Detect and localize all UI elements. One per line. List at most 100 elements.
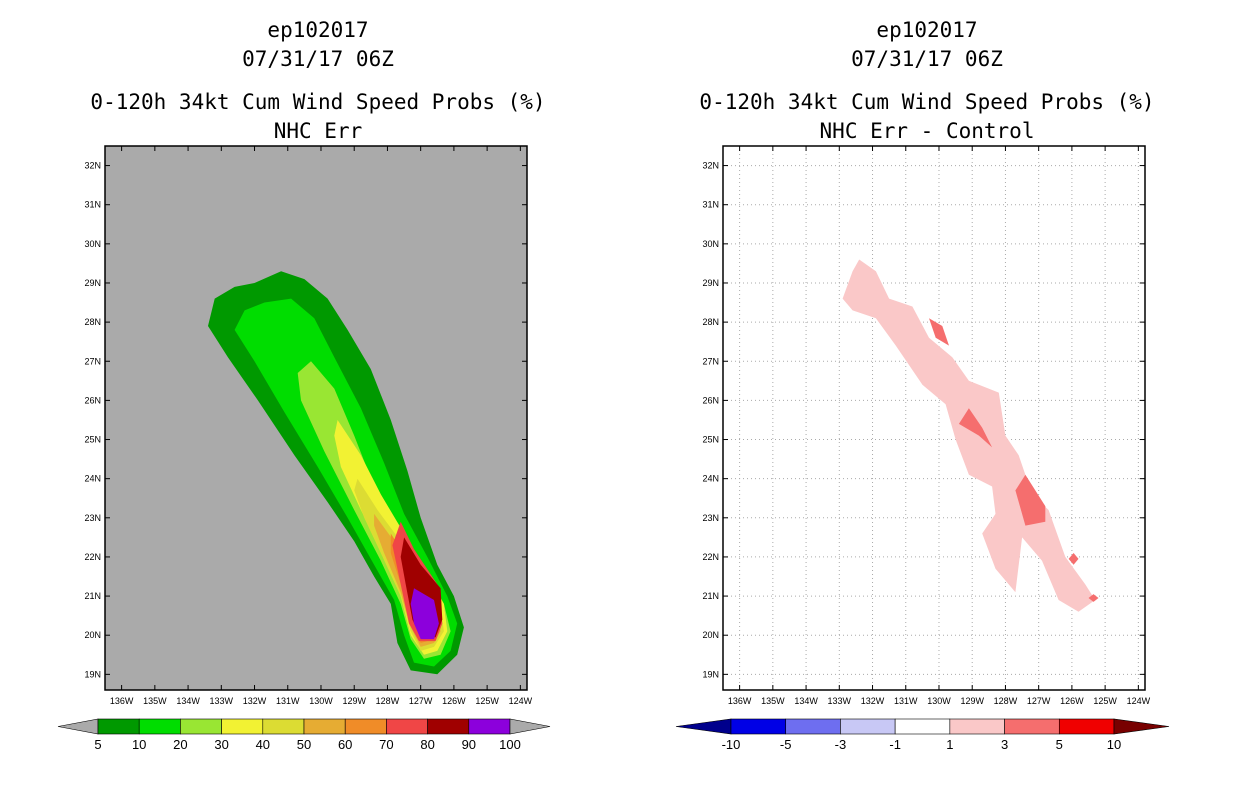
colorbar-1: 5 10 20 30 40 50 60 70 80 90 100 <box>57 718 551 752</box>
x-tick-label: 125W <box>475 696 499 706</box>
colorbar-swatch <box>949 718 1005 735</box>
colorbar-2: -10 -5 -3 -1 1 3 5 10 <box>675 718 1170 752</box>
x-tick-label: 126W <box>1060 696 1084 706</box>
y-tick-label: 23N <box>702 513 719 523</box>
y-tick-label: 29N <box>84 278 101 288</box>
x-tick-label: 127W <box>409 696 433 706</box>
colorbar-swatch <box>1004 718 1060 735</box>
contour-3 <box>1088 594 1099 602</box>
colorbar-low-arrow <box>675 718 732 735</box>
right-storm-id: ep102017 <box>876 18 978 42</box>
colorbar-swatch <box>138 718 181 735</box>
contour-3 <box>1068 553 1079 565</box>
colorbar-swatch <box>303 718 346 735</box>
colorbar-label: -5 <box>780 737 792 752</box>
y-tick-label: 26N <box>702 395 719 405</box>
x-tick-label: 125W <box>1093 696 1117 706</box>
y-tick-label: 21N <box>702 591 719 601</box>
colorbar-swatch <box>97 718 140 735</box>
y-tick-label: 27N <box>702 356 719 366</box>
colorbar-swatch <box>730 718 787 735</box>
colorbar-low-arrow <box>57 718 99 735</box>
colorbar-swatch <box>894 718 951 735</box>
y-tick-label: 30N <box>702 239 719 249</box>
colorbar-label: 90 <box>462 737 476 752</box>
x-tick-label: 134W <box>176 696 200 706</box>
colorbar-high-arrow <box>509 718 551 735</box>
y-tick-label: 24N <box>702 474 719 484</box>
right-product-title: 0-120h 34kt Cum Wind Speed Probs (%) <box>699 90 1155 114</box>
x-tick-label: 136W <box>110 696 134 706</box>
y-tick-label: 22N <box>84 552 101 562</box>
x-tick-label: 126W <box>442 696 466 706</box>
colorbar-label: 70 <box>379 737 393 752</box>
contour-group <box>208 271 464 675</box>
colorbar-high-arrow <box>1113 718 1170 735</box>
x-tick-label: 132W <box>243 696 267 706</box>
y-tick-label: 21N <box>84 591 101 601</box>
y-tick-label: 29N <box>702 278 719 288</box>
colorbar-label: 10 <box>1107 737 1121 752</box>
colorbar-swatch <box>262 718 305 735</box>
x-tick-label: 133W <box>828 696 852 706</box>
x-tick-label: 128W <box>376 696 400 706</box>
left-subtitle: NHC Err <box>273 119 363 143</box>
colorbar-swatch <box>180 718 222 735</box>
y-tick-label: 22N <box>702 552 719 562</box>
left-storm-id: ep102017 <box>267 18 369 42</box>
x-tick-label: 124W <box>1127 696 1151 706</box>
map-panel-2: 136W 135W 134W 133W 132W 131W 130W 129W 128W 127W… <box>702 145 1151 706</box>
x-tick-label: 127W <box>1027 696 1051 706</box>
plot-frame <box>104 145 528 691</box>
x-tick-label: 134W <box>794 696 818 706</box>
y-tick-label: 25N <box>702 435 719 445</box>
colorbar-label: 100 <box>499 737 521 752</box>
colorbar-label: 20 <box>173 737 187 752</box>
left-product-title: 0-120h 34kt Cum Wind Speed Probs (%) <box>90 90 546 114</box>
x-tick-label: 133W <box>210 696 234 706</box>
y-tick-label: 27N <box>84 356 101 366</box>
colorbar-swatch <box>1058 718 1115 735</box>
y-tick-label: 31N <box>84 200 101 210</box>
left-datetime: 07/31/17 06Z <box>242 47 394 71</box>
contour-group <box>842 259 1099 612</box>
y-tick-label: 23N <box>84 513 101 523</box>
y-tick-label: 20N <box>84 630 101 640</box>
colorbar-label: -1 <box>889 737 901 752</box>
right-datetime: 07/31/17 06Z <box>851 47 1003 71</box>
y-tick-label: 28N <box>702 317 719 327</box>
y-tick-label: 32N <box>702 161 719 171</box>
x-tick-label: 132W <box>861 696 885 706</box>
x-tick-label: 124W <box>509 696 533 706</box>
colorbar-swatch <box>468 718 511 735</box>
y-tick-label: 19N <box>702 669 719 679</box>
x-tick-label: 130W <box>927 696 951 706</box>
y-tick-label: 30N <box>84 239 101 249</box>
x-tick-label: 135W <box>761 696 785 706</box>
right-subtitle: NHC Err - Control <box>819 119 1035 143</box>
colorbar-label: 5 <box>94 737 101 752</box>
x-tick-label: 131W <box>276 696 300 706</box>
y-tick-label: 25N <box>84 435 101 445</box>
colorbar-swatch <box>386 718 428 735</box>
x-tick-label: 129W <box>342 696 366 706</box>
x-tick-label: 131W <box>894 696 918 706</box>
colorbar-label: 30 <box>214 737 228 752</box>
colorbar-label: 3 <box>1001 737 1008 752</box>
contour-3 <box>1015 474 1046 526</box>
contour-3 <box>958 408 993 448</box>
colorbar-swatch <box>344 718 387 735</box>
colorbar-label: -3 <box>835 737 847 752</box>
colorbar-label: 5 <box>1056 737 1063 752</box>
colorbar-label: 1 <box>946 737 953 752</box>
map-panel-1: 136W 135W 134W 133W 132W 131W 130W 129W 128W 127W… <box>84 145 533 706</box>
y-tick-label: 20N <box>702 630 719 640</box>
x-tick-label: 136W <box>728 696 752 706</box>
colorbar-label: 80 <box>420 737 434 752</box>
colorbar-swatch <box>427 718 470 735</box>
colorbar-label: 50 <box>297 737 311 752</box>
y-tick-label: 32N <box>84 161 101 171</box>
x-tick-label: 129W <box>960 696 984 706</box>
colorbar-swatch <box>221 718 264 735</box>
